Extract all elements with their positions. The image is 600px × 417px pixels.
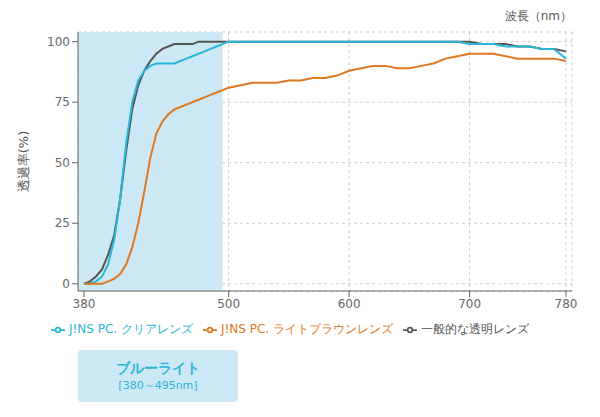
svg-text:50: 50 bbox=[55, 156, 70, 170]
svg-text:25: 25 bbox=[55, 216, 70, 230]
html-text:[380～495nm]: [380～495nm] bbox=[118, 378, 198, 392]
svg-text:透過率(%): 透過率(%) bbox=[16, 131, 31, 193]
svg-text:700: 700 bbox=[458, 297, 481, 311]
html-text:J!NS PC. クリアレンズ: J!NS PC. クリアレンズ bbox=[69, 322, 193, 336]
svg-text:600: 600 bbox=[338, 297, 361, 311]
html-text:ブルーライト: ブルーライト bbox=[116, 359, 200, 376]
svg-text:0: 0 bbox=[62, 277, 70, 291]
svg-text:500: 500 bbox=[217, 297, 240, 311]
html-text:一般的な透明レンズ: 一般的な透明レンズ bbox=[421, 322, 529, 336]
svg-text:380: 380 bbox=[73, 297, 96, 311]
svg-text:100: 100 bbox=[47, 35, 70, 49]
svg-text:780: 780 bbox=[555, 297, 578, 311]
html-text:波長（nm）: 波長（nm） bbox=[504, 9, 572, 23]
html-text:J!NS PC. ライトブラウンレンズ: J!NS PC. ライトブラウンレンズ bbox=[221, 322, 393, 336]
svg-text:75: 75 bbox=[55, 95, 70, 109]
